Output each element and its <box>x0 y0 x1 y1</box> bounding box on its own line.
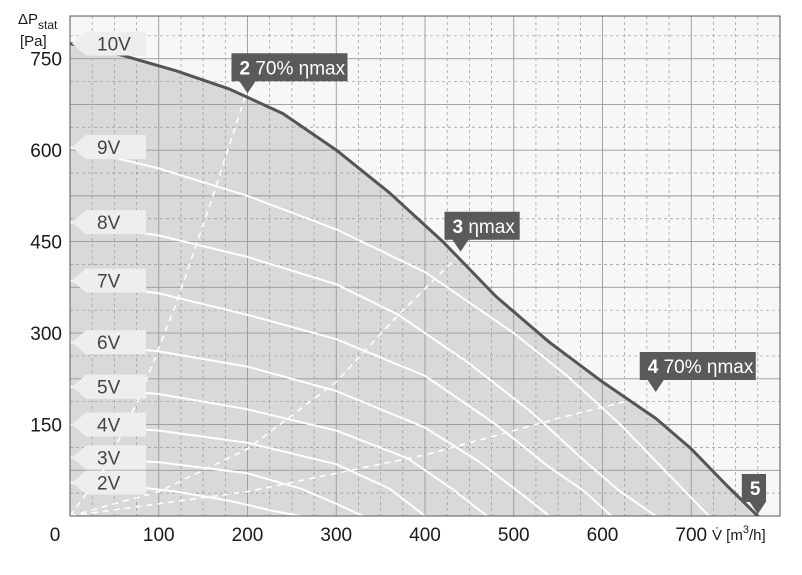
x-tick-label: 500 <box>498 525 530 546</box>
voltage-label-tag <box>72 412 146 437</box>
callout-text: 4 70% ηmax <box>648 357 754 378</box>
operating-area <box>70 43 758 516</box>
x-tick-label: 400 <box>409 525 441 546</box>
point-callout-4: 4 70% ηmax <box>639 352 756 393</box>
voltage-label-6v: 6V <box>72 330 146 355</box>
voltage-label-tag <box>72 374 146 399</box>
y-tick-label: 600 <box>30 141 62 162</box>
y-axis-label: ΔPstat <box>18 11 58 32</box>
callout-box <box>444 211 520 252</box>
efficiency-line <box>70 88 249 516</box>
voltage-label-7v: 7V <box>72 268 146 293</box>
voltage-label-text: 3V <box>97 448 121 469</box>
voltage-label-text: 10V <box>97 34 131 55</box>
callout-text: 2 70% ηmax <box>240 58 346 79</box>
callout-text: 5 <box>750 479 761 500</box>
voltage-label-4v: 4V <box>72 412 146 437</box>
point-callout-5: 5 <box>741 474 767 514</box>
point-callout-3: 3 ηmax <box>444 211 520 252</box>
x-tick-label: 700 <box>675 525 707 546</box>
voltage-label-text: 5V <box>97 378 121 399</box>
curve-5v <box>70 385 489 516</box>
y-axis-unit: [Pa] <box>20 33 47 50</box>
curve-7v <box>70 279 613 516</box>
curve-9v <box>70 146 710 516</box>
voltage-label-3v: 3V <box>72 445 146 470</box>
callout-box <box>231 53 348 94</box>
voltage-label-text: 4V <box>97 416 121 437</box>
curve-10v <box>70 41 760 516</box>
curve-6v <box>70 341 551 516</box>
voltage-label-10v: 10V <box>72 31 146 56</box>
voltage-label-8v: 8V <box>72 210 146 235</box>
efficiency-line <box>70 393 656 516</box>
callout-box <box>639 352 756 393</box>
voltage-label-tag <box>72 135 146 160</box>
voltage-label-tag <box>72 210 146 235</box>
y-tick-label: 450 <box>30 233 62 254</box>
curve-8v <box>70 221 657 516</box>
voltage-label-text: 2V <box>97 473 121 494</box>
x-tick-label: 600 <box>587 525 619 546</box>
y-tick-label: 300 <box>30 324 62 345</box>
efficiency-lines <box>70 88 656 516</box>
x-tick-labels: 0 100 200 300 400 500 600 700 <box>50 525 707 546</box>
voltage-label-2v: 2V <box>72 470 146 495</box>
y-tick-labels: 150 300 450 600 750 <box>30 50 62 437</box>
y-tick-label: 750 <box>30 50 62 71</box>
voltage-label-text: 6V <box>97 333 121 354</box>
x-tick-label: 100 <box>143 525 175 546</box>
voltage-label-tag <box>72 445 146 470</box>
voltage-label-text: 8V <box>97 213 121 234</box>
voltage-label-tag <box>72 470 146 495</box>
voltage-label-tag <box>72 268 146 293</box>
x-axis-label: V̇ [m3/h] <box>712 524 766 544</box>
efficiency-line <box>70 253 462 516</box>
operating-points: 2 70% ηmax 3 ηmax 4 70% ηmax 5 <box>231 53 767 514</box>
plot-border <box>69 15 781 517</box>
voltage-label-tag <box>72 31 146 56</box>
y-tick-label: 150 <box>30 416 62 437</box>
voltage-label-tag <box>72 330 146 355</box>
x-tick-label: 200 <box>232 525 264 546</box>
callout-text: 3 ηmax <box>453 217 516 238</box>
voltage-label-5v: 5V <box>72 374 146 399</box>
voltage-label-text: 7V <box>97 272 121 293</box>
callout-box <box>741 474 767 514</box>
point-callout-2: 2 70% ηmax <box>231 53 348 94</box>
voltage-labels: 10V 9V 8V 7V 6V 5V 4V 3V 2V <box>72 31 146 495</box>
x-tick-label: 300 <box>320 525 352 546</box>
voltage-label-text: 9V <box>97 138 121 159</box>
voltage-label-9v: 9V <box>72 135 146 160</box>
x-tick-label: 0 <box>50 525 61 546</box>
